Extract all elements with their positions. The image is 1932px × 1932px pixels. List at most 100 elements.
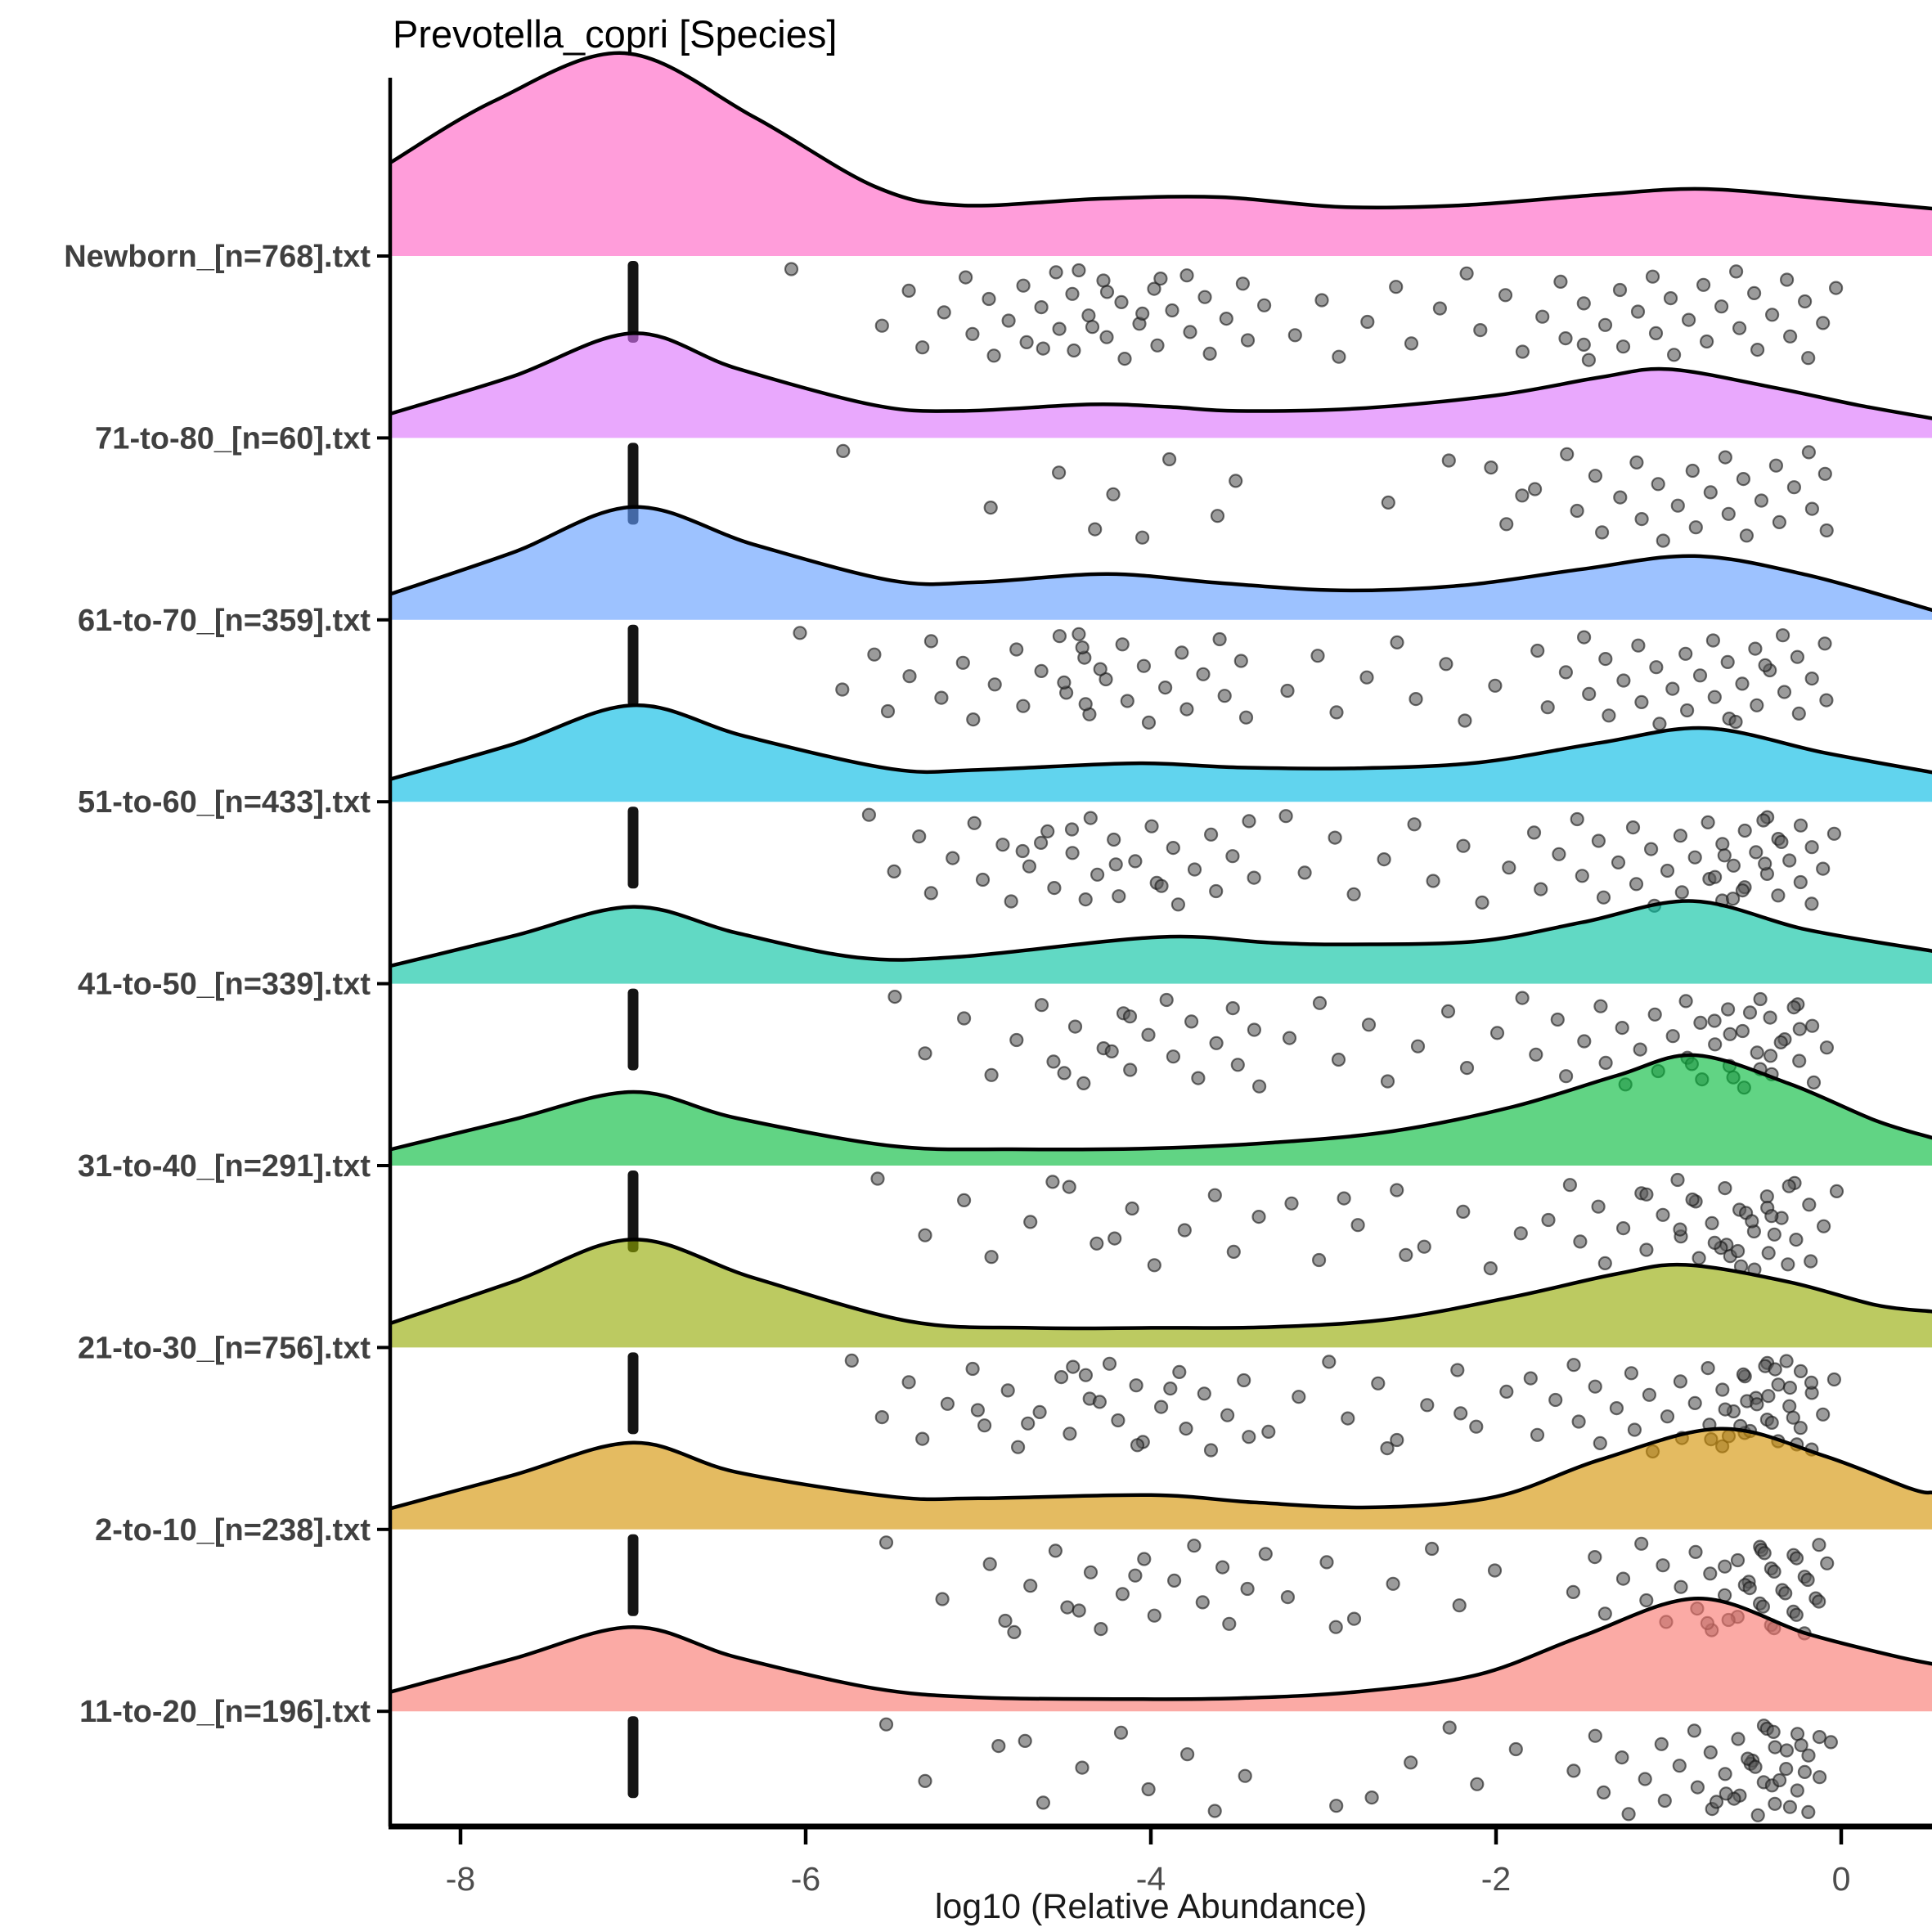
sample-point <box>1797 1764 1812 1779</box>
x-tick-label: 0 <box>1832 1860 1851 1898</box>
sample-point <box>1737 823 1752 838</box>
sample-point <box>1072 1603 1086 1618</box>
sample-point <box>1768 1362 1782 1377</box>
sample-point <box>1535 309 1550 324</box>
sample-point <box>1487 1563 1503 1578</box>
sample-point <box>1534 882 1548 896</box>
sample-point <box>1128 1568 1143 1583</box>
sample-point <box>1197 1386 1211 1401</box>
sample-point <box>1141 1781 1156 1797</box>
sample-point <box>1153 272 1168 286</box>
sample-point <box>1779 1743 1794 1758</box>
sample-point <box>1251 1209 1266 1224</box>
sample-point <box>1663 291 1678 306</box>
sample-point <box>1137 1552 1152 1566</box>
sample-point <box>1144 819 1159 833</box>
sample-point <box>1736 1367 1750 1382</box>
sample-point <box>1735 676 1750 691</box>
sample-point <box>1442 1720 1457 1735</box>
sample-point <box>1781 1179 1796 1193</box>
sample-point <box>1812 1730 1826 1745</box>
sample-point <box>1654 1737 1669 1751</box>
sample-point <box>1670 1172 1685 1188</box>
sample-point <box>1805 1018 1820 1033</box>
sample-point <box>1615 1220 1631 1236</box>
sample-point <box>1624 1366 1639 1381</box>
sample-point <box>1488 678 1503 693</box>
sample-point <box>1642 1387 1657 1402</box>
sample-point <box>1639 1593 1654 1608</box>
sample-point <box>1687 1723 1701 1738</box>
sample-point <box>1781 1257 1795 1272</box>
sample-point <box>1060 1600 1075 1615</box>
sample-point <box>1235 276 1251 291</box>
sample-point <box>1817 466 1832 481</box>
sample-point <box>1729 264 1744 279</box>
sample-point <box>1251 1079 1267 1094</box>
sample-point <box>912 829 927 844</box>
sample-point <box>1804 1375 1819 1391</box>
sample-point <box>1616 673 1631 688</box>
sample-point <box>1742 1005 1758 1020</box>
sample-point <box>1772 1772 1787 1788</box>
sample-point <box>1591 1199 1606 1214</box>
density-ridge-fill <box>390 1598 1932 1712</box>
sample-point <box>1452 1598 1467 1613</box>
sample-point <box>1064 822 1080 837</box>
sample-point <box>1656 533 1670 548</box>
sample-point <box>1377 851 1391 867</box>
sample-point <box>1130 1438 1145 1453</box>
jitter-points <box>793 626 1834 731</box>
sample-point <box>1242 814 1256 829</box>
jitter-points <box>878 1535 1835 1641</box>
sample-point <box>1075 1760 1090 1775</box>
ridge-row-3 <box>389 505 1932 731</box>
sample-point <box>918 1046 932 1061</box>
sample-point <box>1409 691 1423 707</box>
sample-point <box>956 1193 972 1208</box>
sample-point <box>1015 843 1030 859</box>
sample-point <box>1033 835 1049 851</box>
sample-point <box>1009 1032 1024 1048</box>
sample-point <box>1134 530 1150 545</box>
sample-point <box>1329 1799 1344 1813</box>
sample-point <box>1023 1579 1038 1593</box>
sample-point <box>1063 1427 1077 1441</box>
sample-point <box>1768 1796 1782 1811</box>
median-marker-dash <box>627 988 639 1071</box>
y-tick-label: Newborn_[n=768].txt <box>64 240 371 274</box>
median-marker-dash <box>627 261 639 343</box>
y-tick-label: 21-to-30_[n=756].txt <box>78 1331 371 1365</box>
sample-point <box>1783 329 1798 344</box>
sample-point <box>956 1011 972 1026</box>
y-tick-label: 41-to-50_[n=339].txt <box>78 968 371 1002</box>
sample-point <box>1665 1029 1680 1044</box>
sample-point <box>1745 1214 1759 1229</box>
sample-point <box>1380 1440 1395 1456</box>
sample-point <box>1237 1373 1251 1388</box>
sample-point <box>1107 832 1121 847</box>
sample-point <box>1673 1222 1687 1237</box>
sample-point <box>1615 1571 1631 1586</box>
sample-point <box>1207 1804 1222 1818</box>
sample-point <box>1748 641 1763 656</box>
ridge-row-7 <box>389 1238 1932 1459</box>
sample-point <box>1016 278 1031 293</box>
sample-point <box>1776 628 1790 643</box>
chart-layers <box>389 51 1932 1822</box>
sample-point <box>1261 1424 1276 1440</box>
sample-point <box>1359 670 1374 685</box>
sample-point <box>1576 630 1592 645</box>
sample-point <box>878 1535 894 1550</box>
sample-point <box>1829 1184 1844 1199</box>
density-ridge-fill <box>390 506 1932 620</box>
sample-point <box>1768 458 1783 473</box>
sample-point <box>1782 1799 1797 1814</box>
sample-point <box>1319 1555 1334 1570</box>
x-tick-label: -2 <box>1481 1860 1511 1898</box>
sample-point <box>1407 817 1422 832</box>
sample-point <box>1790 1783 1804 1798</box>
sample-point <box>1793 874 1808 890</box>
sample-point <box>1639 1187 1654 1202</box>
